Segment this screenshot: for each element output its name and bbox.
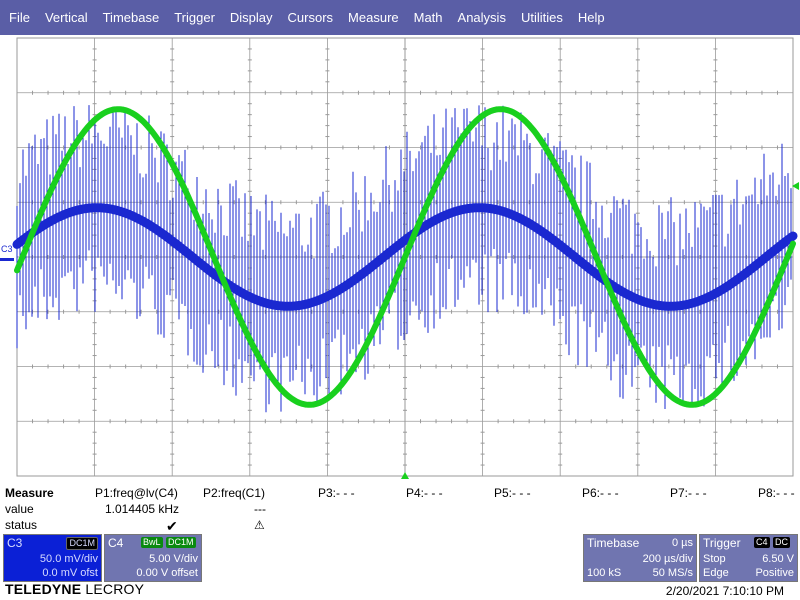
c3-vdiv: 50.0 mV/div: [39, 553, 98, 565]
trigger-slope: Positive: [755, 567, 794, 579]
warning-icon: ⚠: [254, 518, 265, 532]
menu-display[interactable]: Display: [229, 10, 273, 25]
channel-3-descriptor[interactable]: C3 DC1M 50.0 mV/div 0.0 mV ofst: [3, 534, 102, 582]
timebase-label: Timebase: [587, 536, 640, 550]
channel-3-marker[interactable]: C3: [0, 244, 14, 261]
brand-light: LECROY: [85, 581, 145, 597]
timebase-descriptor[interactable]: Timebase 0 µs 200 µs/div 100 kS 50 MS/s: [583, 534, 697, 582]
value-p2: ---: [254, 502, 266, 516]
brand-logo: TELEDYNE LECROY: [5, 581, 144, 597]
c4-vdiv: 5.00 V/div: [149, 553, 198, 565]
param-p7[interactable]: P7:- - -: [670, 486, 707, 500]
menu-help[interactable]: Help: [577, 10, 605, 25]
param-p1[interactable]: P1:freq@lv(C4): [95, 486, 178, 500]
channel-3-mean-trace: [12, 203, 798, 311]
channel-4-descriptor[interactable]: C4 BwL DC1M 5.00 V/div 0.00 V offset: [104, 534, 202, 582]
check-icon: ✔: [166, 518, 178, 534]
waveform-display[interactable]: C3: [0, 36, 800, 482]
measure-table: Measure P1:freq@lv(C4) P2:freq(C1) P3:- …: [0, 486, 800, 536]
param-p2[interactable]: P2:freq(C1): [203, 486, 266, 500]
svg-text:C3: C3: [1, 244, 13, 254]
menu-file[interactable]: File: [9, 10, 30, 25]
value-label: value: [5, 502, 34, 516]
trigger-descriptor[interactable]: Trigger C4 DC Stop 6.50 V Edge Positive: [699, 534, 798, 582]
menu-cursors[interactable]: Cursors: [287, 10, 334, 25]
param-p4[interactable]: P4:- - -: [406, 486, 443, 500]
trigger-type: Edge: [703, 567, 729, 579]
c4-offset: 0.00 V offset: [136, 567, 198, 579]
timebase-rate: 50 MS/s: [652, 567, 693, 579]
measure-header-row: Measure P1:freq@lv(C4) P2:freq(C1) P3:- …: [0, 486, 800, 502]
value-p1: 1.014405 kHz: [105, 502, 180, 516]
c3-title: C3: [7, 536, 23, 550]
menu-trigger[interactable]: Trigger: [174, 10, 215, 25]
timebase-samples: 100 kS: [587, 567, 622, 579]
trigger-level-marker[interactable]: [792, 182, 799, 190]
c3-offset: 0.0 mV ofst: [42, 567, 98, 579]
c4-title: C4: [108, 536, 124, 550]
trigger-coupling-tag: DC: [773, 537, 790, 548]
param-p8[interactable]: P8:- - -: [758, 486, 795, 500]
timebase-tdiv: 200 µs/div: [642, 553, 693, 565]
measure-status-row: status ✔ ⚠: [0, 518, 800, 534]
status-label: status: [5, 518, 38, 532]
date-time: 2/20/2021 7:10:10 PM: [665, 584, 784, 598]
menu-math[interactable]: Math: [413, 10, 443, 25]
measure-value-row: value 1.014405 kHz ---: [0, 502, 800, 518]
menu-analysis[interactable]: Analysis: [457, 10, 506, 25]
menu-timebase[interactable]: Timebase: [102, 10, 160, 25]
waveform-svg[interactable]: C3: [0, 36, 800, 482]
timebase-delay: 0 µs: [671, 537, 693, 549]
brand-bold: TELEDYNE: [5, 581, 82, 597]
c4-bwl-tag: BwL: [141, 537, 163, 548]
trigger-label: Trigger: [703, 536, 741, 550]
trigger-time-marker[interactable]: [401, 472, 409, 479]
param-p5[interactable]: P5:- - -: [494, 486, 531, 500]
menu-utilities[interactable]: Utilities: [520, 10, 563, 25]
param-p6[interactable]: P6:- - -: [582, 486, 619, 500]
menu-measure[interactable]: Measure: [348, 10, 399, 25]
param-p3[interactable]: P3:- - -: [318, 486, 355, 500]
trigger-source-tag: C4: [754, 537, 770, 548]
trigger-mode: Stop: [703, 553, 726, 565]
measure-title: Measure: [5, 486, 54, 500]
c4-coupling-tag: DC1M: [166, 537, 196, 548]
channel-4-trace: [14, 106, 796, 408]
c3-coupling-tag: DC1M: [66, 537, 98, 550]
trigger-level: 6.50 V: [762, 553, 794, 565]
menu-vertical[interactable]: Vertical: [44, 10, 88, 25]
menu-bar: File Vertical Timebase Trigger Display C…: [0, 0, 800, 35]
